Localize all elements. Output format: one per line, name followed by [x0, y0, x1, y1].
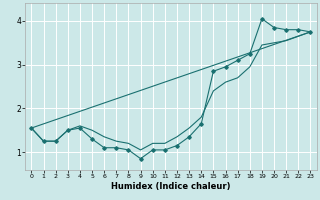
X-axis label: Humidex (Indice chaleur): Humidex (Indice chaleur)	[111, 182, 231, 191]
